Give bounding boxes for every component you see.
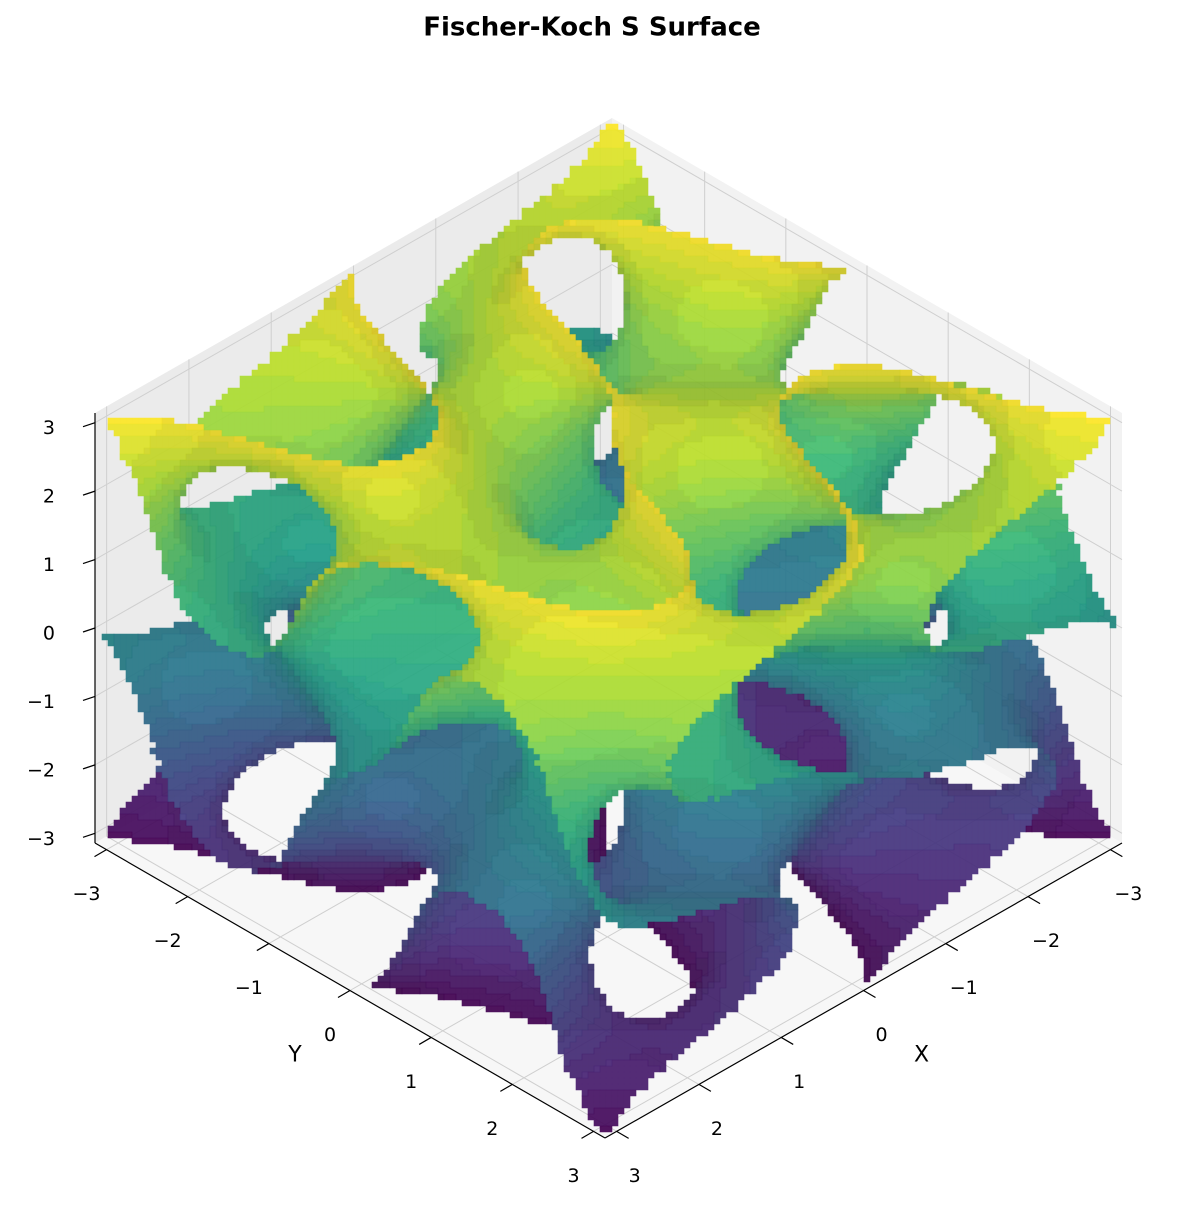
- surface-patch: [287, 351, 793, 629]
- x-tick-label: −3: [1114, 883, 1142, 905]
- surface-patch: [881, 693, 931, 713]
- x-tick-label: 1: [793, 1071, 805, 1093]
- x-tick-label: −1: [950, 977, 978, 999]
- surface-patch: [161, 231, 1009, 683]
- y-tick: [581, 1130, 594, 1139]
- z-tick-label: −2: [27, 759, 55, 781]
- chart-title: Fischer-Koch S Surface: [423, 13, 761, 43]
- z-tick: [82, 490, 96, 496]
- surface-patch: [449, 813, 1033, 935]
- surface-patch: [257, 825, 871, 1001]
- y-tick-label: 1: [405, 1071, 417, 1093]
- surface-patch: [449, 867, 967, 1079]
- surface: [101, 123, 1117, 1133]
- surface-patch: [209, 387, 643, 677]
- grid-line: [593, 835, 1111, 1132]
- z-tick-label: −1: [27, 691, 55, 713]
- z-tick-label: 1: [43, 554, 55, 576]
- axes: −3 −2 −1 0 1 2 3 −3 −2 −1 0 1 2 3 −3 −2 −1 0 1 2 3 X Y: [27, 413, 1142, 1187]
- y-tick-label: 0: [324, 1024, 336, 1046]
- z-tick: [82, 422, 96, 428]
- z-tick: [82, 764, 96, 770]
- y-tick: [337, 989, 351, 999]
- surface-patch: [329, 573, 1057, 695]
- x-tick-label: 0: [875, 1024, 887, 1046]
- x-tick-label: 3: [629, 1165, 641, 1187]
- z-tick-label: 2: [43, 486, 55, 508]
- y-tick-label: −1: [235, 977, 263, 999]
- y-tick: [175, 896, 188, 905]
- z-tick: [82, 832, 96, 838]
- surface-patch: [791, 867, 805, 881]
- y-tick: [94, 849, 107, 858]
- y-tick: [500, 1083, 513, 1092]
- surface-patch: [695, 981, 703, 989]
- x-tick: [863, 989, 876, 999]
- y-tick: [256, 943, 270, 952]
- y-tick-label: −3: [72, 883, 100, 905]
- surface-patch: [287, 603, 295, 611]
- z-tick-label: 3: [43, 417, 55, 439]
- z-tick-label: −3: [27, 828, 55, 850]
- surface-patch: [131, 183, 1063, 647]
- y-tick: [418, 1036, 432, 1045]
- surface-patch: [593, 465, 601, 473]
- surface-patch: [263, 645, 943, 707]
- y-tick-label: 2: [486, 1118, 498, 1140]
- x-axis-label: X: [914, 1043, 929, 1068]
- surface-patch: [263, 615, 601, 887]
- surface-patch: [539, 747, 619, 761]
- surface-patch: [311, 687, 835, 803]
- surface-patch: [377, 813, 385, 821]
- surface-patch: [599, 993, 607, 1001]
- y-tick-label: −2: [154, 930, 182, 952]
- surface-patch: [221, 777, 973, 863]
- grid-line: [611, 127, 1123, 424]
- surface-patch: [545, 417, 1063, 785]
- x-tick: [1027, 896, 1041, 905]
- surface-patch: [275, 861, 595, 971]
- x-tick: [780, 1036, 794, 1045]
- x-tick-label: 2: [711, 1118, 723, 1140]
- surface-patch: [299, 687, 865, 905]
- surface-patch: [107, 831, 1111, 1133]
- x-tick: [945, 943, 959, 952]
- z-tick-label: 0: [43, 623, 55, 645]
- x-tick: [616, 1130, 629, 1139]
- surface-patch: [173, 447, 1069, 821]
- surface-patch: [401, 861, 697, 1007]
- y-tick-label: 3: [567, 1165, 579, 1187]
- surface-patch: [833, 435, 841, 443]
- y-axis-label: Y: [287, 1043, 302, 1068]
- z-tick: [82, 695, 96, 702]
- x-tick: [1110, 849, 1123, 858]
- surface-patch: [323, 873, 895, 983]
- x-tick: [698, 1083, 712, 1092]
- z-tick: [82, 558, 96, 565]
- z-tick: [82, 627, 96, 633]
- surface-patch: [143, 231, 1051, 635]
- x-tick-label: −2: [1032, 930, 1060, 952]
